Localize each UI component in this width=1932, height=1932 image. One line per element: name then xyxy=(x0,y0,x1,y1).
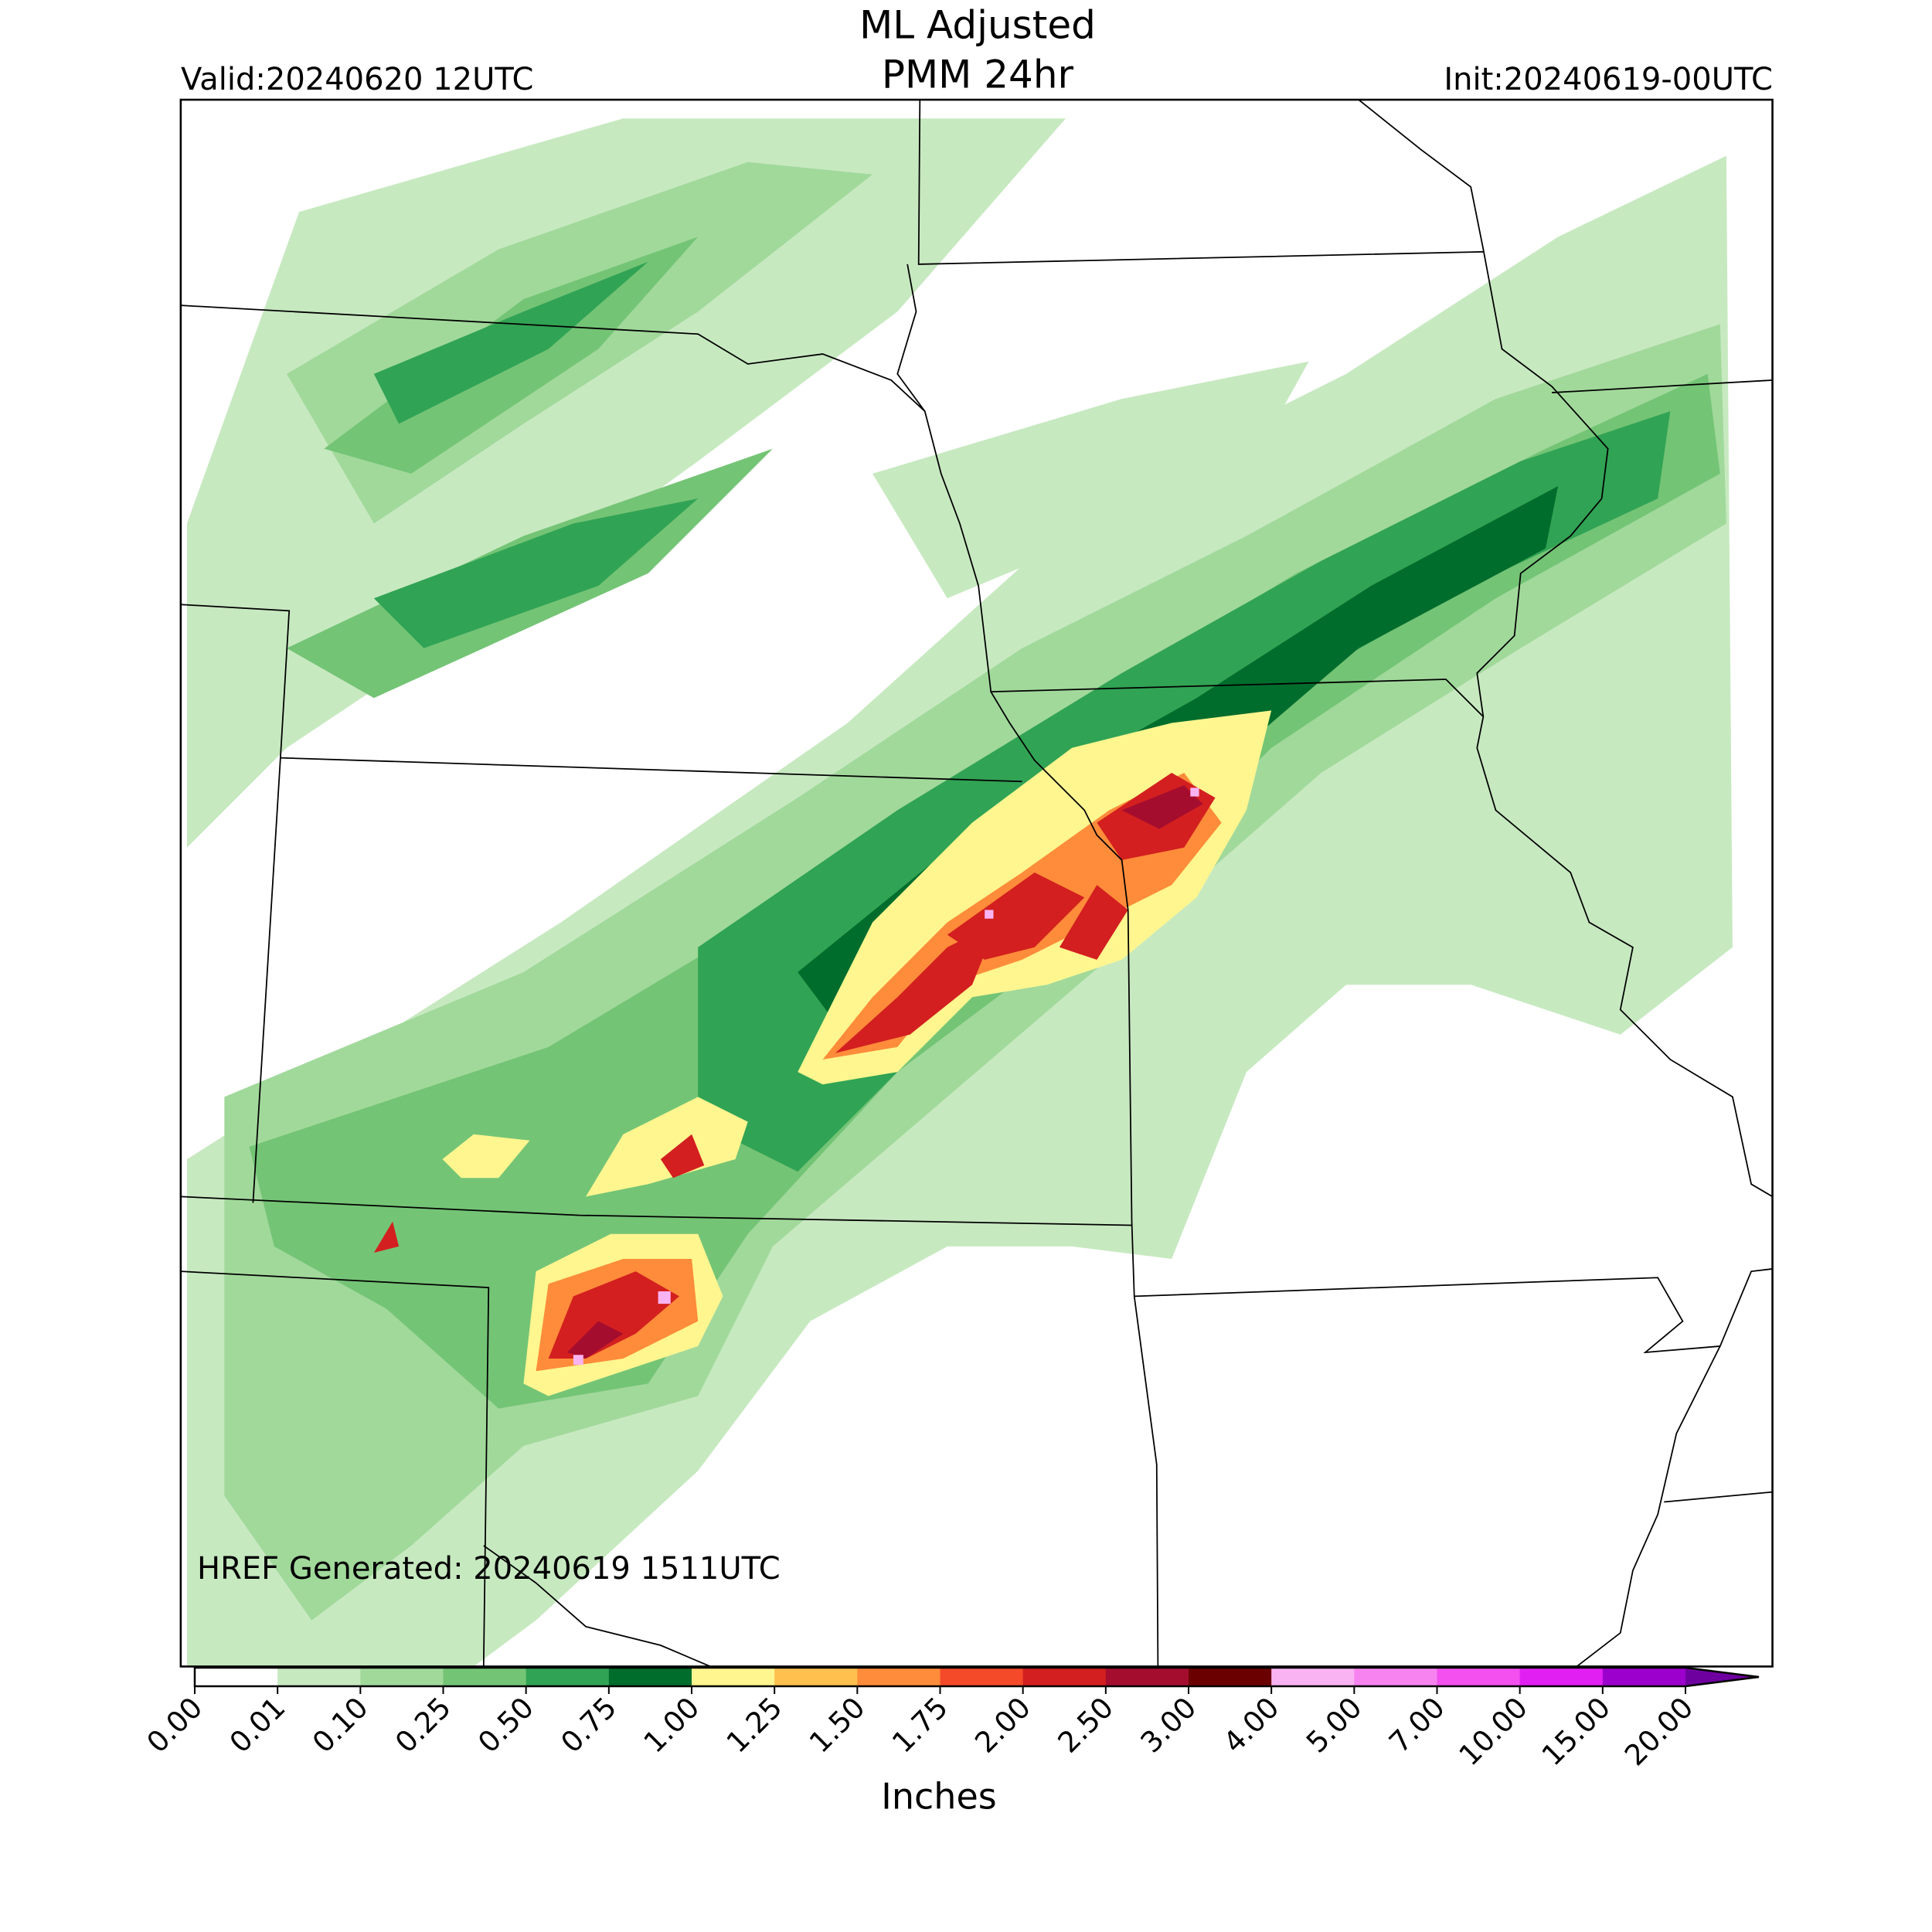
precip-field xyxy=(186,118,1733,1667)
title-line: PMM 24hr xyxy=(882,53,1074,97)
colorbar-bin xyxy=(1602,1668,1686,1686)
colorbar-label: Inches xyxy=(881,1776,996,1818)
colorbar-bin xyxy=(1354,1668,1437,1686)
colorbar-tick-label: 0.75 xyxy=(555,1691,624,1760)
colorbar-tick-label: 5.00 xyxy=(1300,1691,1369,1760)
colorbar-tick-label: 15.00 xyxy=(1536,1691,1617,1772)
colorbar-bin xyxy=(940,1668,1024,1686)
map-frame xyxy=(179,98,1774,1668)
colorbar-tick-label: 4.00 xyxy=(1217,1691,1286,1760)
colorbar-bin xyxy=(360,1668,444,1686)
colorbar-bin xyxy=(1189,1668,1272,1686)
colorbar-tick-label: 0.25 xyxy=(389,1691,457,1760)
colorbar-tick-label: 1.00 xyxy=(638,1691,706,1760)
colorbar-bin xyxy=(608,1668,692,1686)
valid-time: Valid:20240620 12UTC xyxy=(181,62,533,97)
colorbar-tick-label: 3.00 xyxy=(1134,1691,1203,1760)
colorbar-tick-label: 0.50 xyxy=(471,1691,540,1760)
colorbar-tick-label: 2.50 xyxy=(1052,1691,1121,1760)
title-line: ML Adjusted xyxy=(859,3,1096,48)
boundaries xyxy=(180,99,1773,1668)
colorbar-tick-label: 1.25 xyxy=(720,1691,789,1760)
colorbar-bin xyxy=(526,1668,610,1686)
map xyxy=(179,98,1774,1668)
colorbar-tick-label: 1.50 xyxy=(803,1691,872,1760)
colorbar-bin xyxy=(1022,1668,1107,1686)
colorbar-bin xyxy=(195,1668,278,1686)
colorbar: 0.00 0.01 0.10 0.25 0.50 0.75 1.00 1.25 1.50 1.75… xyxy=(141,1666,1760,1772)
colorbar-bin xyxy=(774,1668,858,1686)
colorbar-tick-label: 10.00 xyxy=(1453,1691,1534,1772)
colorbar-bin xyxy=(443,1668,527,1686)
colorbar-bin xyxy=(1519,1668,1604,1686)
colorbar-bin xyxy=(1105,1668,1189,1686)
colorbar-tick-label: 0.00 xyxy=(141,1691,209,1760)
colorbar-outline xyxy=(193,1666,1760,1688)
colorbar-bin xyxy=(1437,1668,1521,1686)
colorbar-bin xyxy=(277,1668,361,1686)
colorbar-bin xyxy=(857,1668,940,1686)
colorbar-tick-label: 1.75 xyxy=(886,1691,954,1760)
init-time: Init:20240619-00UTC xyxy=(1444,62,1773,97)
colorbar-tick-label: 7.00 xyxy=(1383,1691,1451,1760)
colorbar-tick-label: 0.10 xyxy=(306,1691,375,1760)
colorbar-bin xyxy=(692,1668,775,1686)
generated-note: HREF Generated: 20240619 1511UTC xyxy=(197,1551,781,1587)
colorbar-bin xyxy=(1271,1668,1355,1686)
colorbar-tick-label: 0.01 xyxy=(223,1691,292,1760)
colorbar-tick-label: 20.00 xyxy=(1618,1691,1699,1772)
colorbar-tick-label: 2.00 xyxy=(968,1691,1037,1760)
colorbar-extend xyxy=(1685,1668,1759,1686)
